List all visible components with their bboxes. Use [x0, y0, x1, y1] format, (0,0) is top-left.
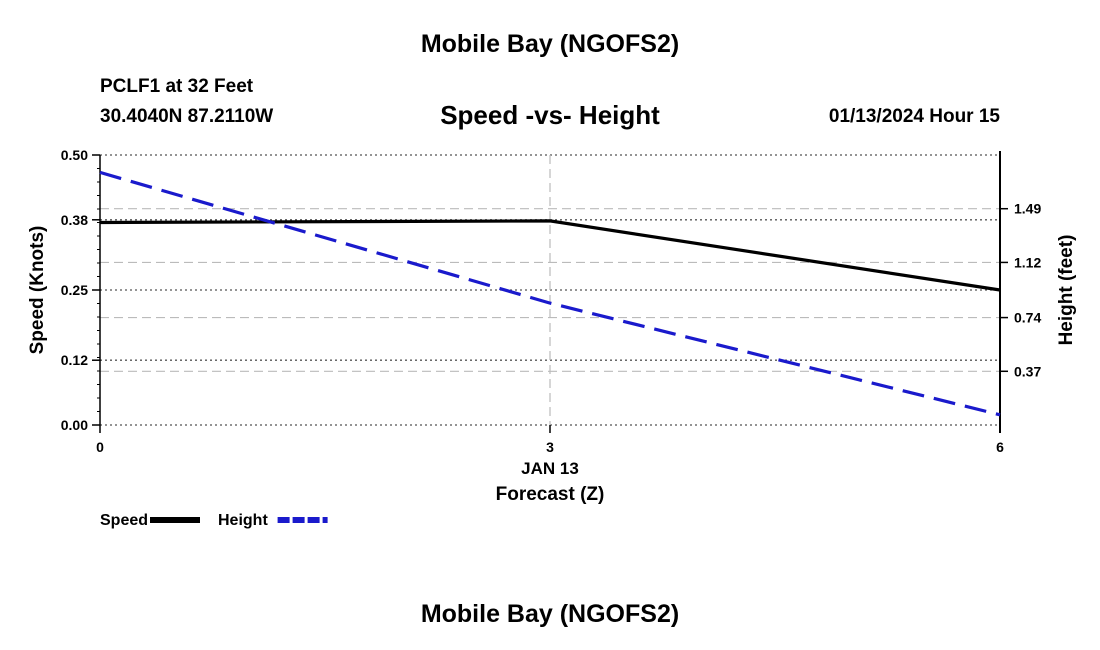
- series-line-height: [99, 170, 1001, 417]
- series-line-speed: [99, 219, 1001, 292]
- station-coordinates: 30.4040N 87.2110W: [100, 106, 274, 127]
- x-axis-label: Forecast (Z): [496, 484, 605, 505]
- right-tick-label: 1.49: [1014, 201, 1041, 217]
- x-tick-label: 3: [546, 439, 554, 455]
- x-tick-label: 0: [96, 439, 104, 455]
- legend-label-height: Height: [218, 512, 268, 529]
- right-tick-label: 0.74: [1014, 310, 1041, 326]
- left-tick-label: 0.25: [61, 282, 88, 298]
- x-date-label: JAN 13: [521, 459, 579, 478]
- right-tick-label: 0.37: [1014, 363, 1041, 379]
- y-left-axis-label: Speed (Knots): [27, 226, 48, 355]
- left-tick-label: 0.00: [61, 417, 88, 433]
- legend-label-speed: Speed: [100, 512, 148, 529]
- station-label: PCLF1 at 32 Feet: [100, 76, 254, 97]
- page-title: Mobile Bay (NGOFS2): [420, 30, 680, 58]
- left-tick-label: 0.50: [61, 147, 88, 163]
- left-tick-label: 0.38: [61, 212, 88, 228]
- left-tick-label: 0.12: [61, 352, 88, 368]
- x-tick-label: 6: [996, 439, 1004, 455]
- y-right-axis-label: Height (feet): [1056, 235, 1077, 346]
- footer-title: Mobile Bay (NGOFS2): [420, 600, 680, 628]
- chart-title: Speed -vs- Height: [440, 100, 660, 130]
- right-tick-label: 1.12: [1014, 254, 1041, 270]
- forecast-datetime: 01/13/2024 Hour 15: [828, 106, 1000, 127]
